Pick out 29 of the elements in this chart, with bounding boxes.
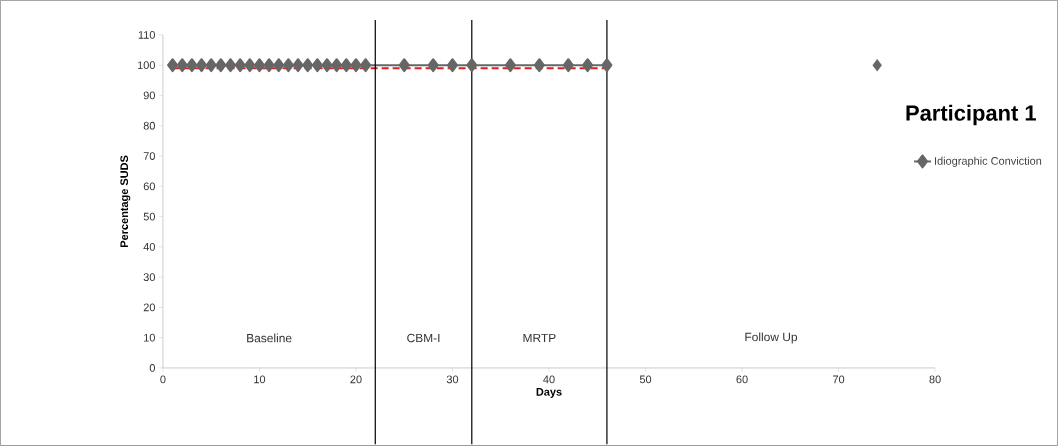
x-tick-label: 60 [736,375,748,384]
y-tick-label: 20 [143,303,155,312]
x-tick-label: 80 [929,375,941,384]
x-tick-label: 10 [254,375,266,384]
text: Participant 1 [906,104,1036,126]
annotation: Follow Up [745,332,798,344]
y-tick-label: 30 [143,273,155,282]
x-tick-label: 30 [446,375,459,384]
y-tick-label: 110 [138,31,155,39]
x-tick-label: 0 [160,375,166,384]
y-tick-label: 80 [143,121,155,130]
x-axis-title: Days [536,388,562,398]
annotation: Baseline [247,333,292,343]
y-tick-label: 70 [143,152,155,160]
annotation: CBM-I [407,333,440,343]
x-tick-label: 20 [350,375,362,384]
annotation: MRTP [523,333,556,343]
y-tick-label: 10 [144,333,155,342]
y-tick-label: 100 [137,61,155,70]
y-axis-title: Percentage SUDS [120,155,131,248]
x-tick-label: 50 [639,375,652,384]
x-tick-label: 40 [543,375,555,384]
y-tick-label: 0 [149,364,155,372]
y-tick-label: 60 [143,182,155,191]
y-tick-label: 50 [143,212,155,221]
x-tick-label: 70 [833,375,845,384]
legend-label: Idiographic Conviction [935,156,1042,168]
y-tick-label: 40 [143,243,155,251]
y-tick-label: 90 [143,91,155,100]
